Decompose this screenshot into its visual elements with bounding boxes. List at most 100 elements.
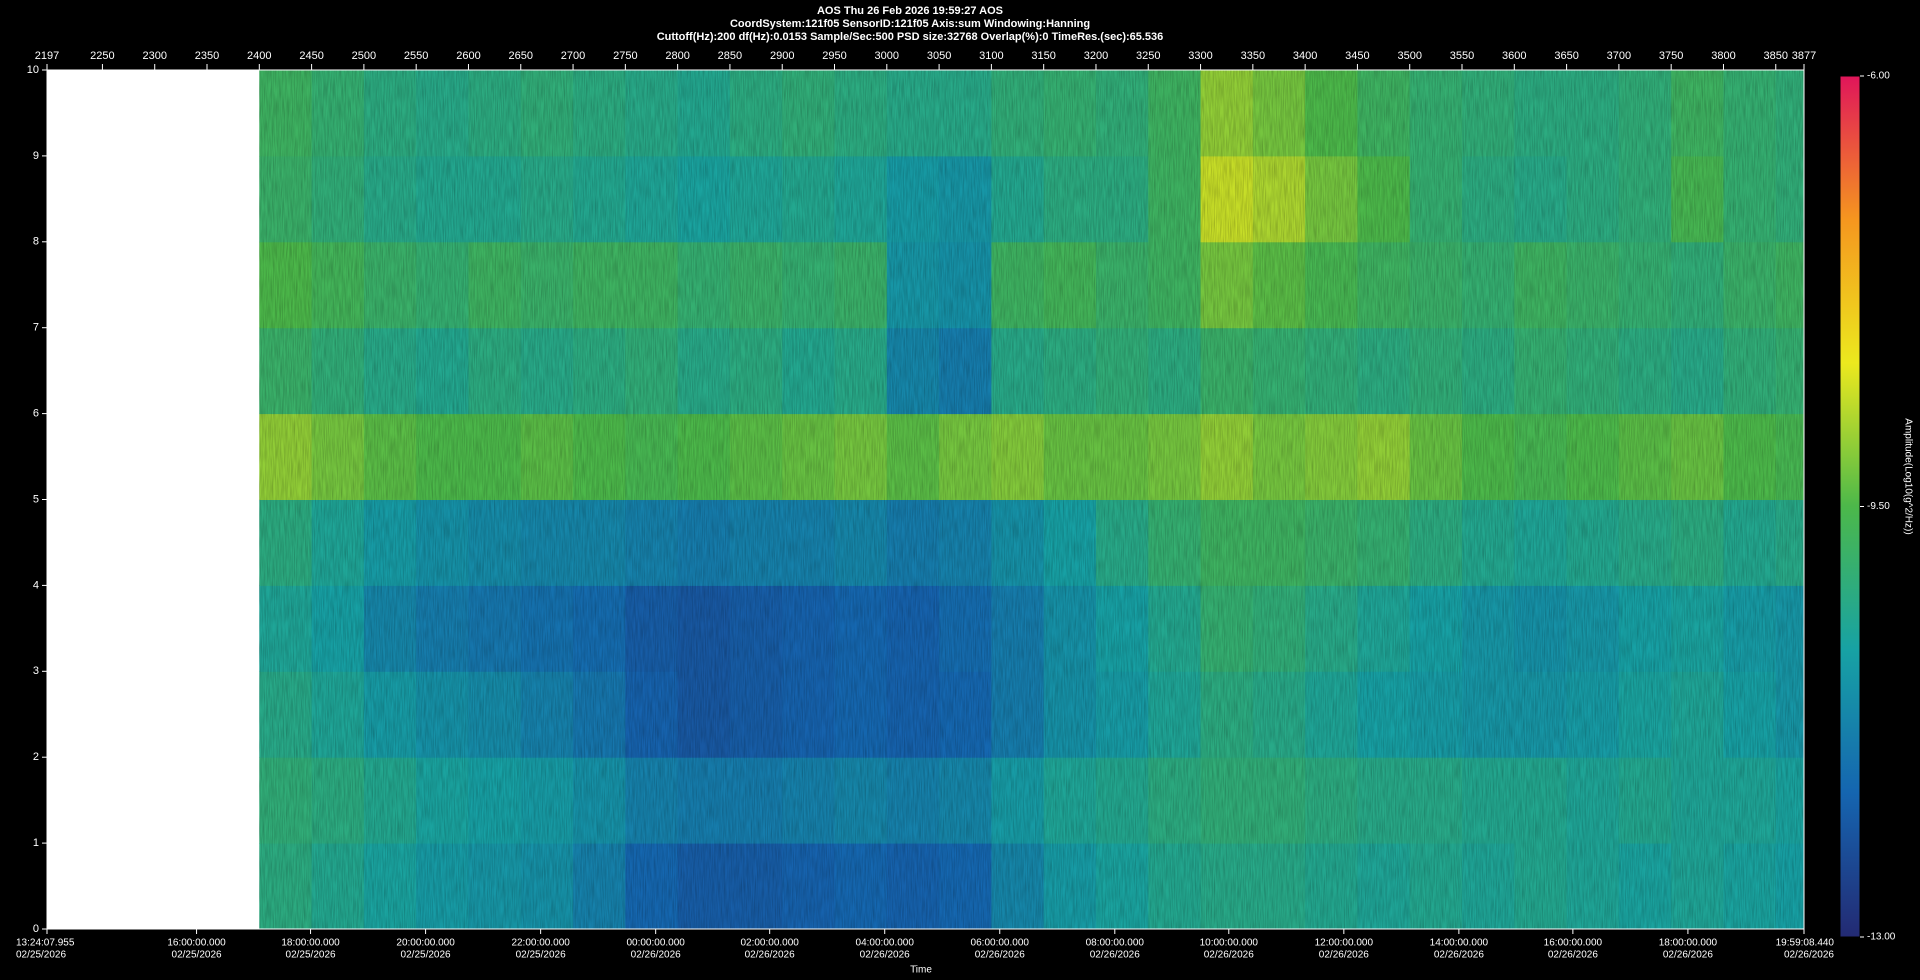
heatmap-cell bbox=[729, 843, 783, 930]
x-tick-label: 3500 bbox=[1397, 50, 1421, 62]
heatmap-cell bbox=[834, 70, 888, 157]
x-tick-label: 3550 bbox=[1450, 50, 1474, 62]
heatmap-cell bbox=[1618, 585, 1672, 672]
heatmap-cell bbox=[1148, 413, 1202, 500]
heatmap-cell bbox=[520, 155, 574, 243]
heatmap-cell bbox=[1671, 70, 1724, 157]
heatmap-cell bbox=[1462, 499, 1515, 586]
heatmap-cell bbox=[625, 499, 679, 586]
heatmap-cell bbox=[677, 155, 731, 243]
heatmap-cell bbox=[468, 241, 522, 329]
heatmap-cell bbox=[1252, 499, 1306, 586]
heatmap-cell bbox=[1252, 671, 1306, 758]
heatmap-cell bbox=[1462, 413, 1515, 500]
heatmap-cell bbox=[1357, 327, 1411, 415]
heatmap-cell bbox=[259, 327, 313, 415]
time-tick-label: 16:00:00.000 bbox=[1544, 938, 1603, 949]
heatmap-cell bbox=[573, 499, 626, 586]
heatmap-cell bbox=[1409, 499, 1463, 586]
heatmap-cell bbox=[1095, 843, 1149, 930]
time-tick-date: 02/26/2026 bbox=[975, 950, 1025, 961]
heatmap-cell bbox=[1671, 413, 1724, 500]
x-tick-label: 3600 bbox=[1502, 50, 1526, 62]
heatmap-cell bbox=[1462, 327, 1515, 415]
heatmap-cell bbox=[729, 585, 783, 672]
heatmap-cell bbox=[991, 155, 1045, 243]
heatmap-cell bbox=[834, 413, 888, 500]
heatmap-cell bbox=[939, 155, 992, 243]
heatmap-cell bbox=[1514, 155, 1568, 243]
heatmap-cell bbox=[834, 671, 888, 758]
heatmap-cell bbox=[782, 155, 836, 243]
heatmap-cell bbox=[416, 241, 469, 329]
heatmap-cell bbox=[1566, 241, 1620, 329]
heatmap-cell bbox=[311, 155, 365, 243]
heatmap-cell bbox=[1671, 671, 1724, 758]
heatmap-cell bbox=[1043, 413, 1097, 500]
heatmap-cell bbox=[1252, 413, 1306, 500]
heatmap-cell bbox=[311, 585, 365, 672]
heatmap-cell bbox=[1723, 327, 1777, 415]
heatmap-cell bbox=[259, 757, 313, 844]
time-tick-label: 22:00:00.000 bbox=[511, 938, 570, 949]
heatmap-cell bbox=[416, 585, 469, 672]
heatmap-cell bbox=[1409, 155, 1463, 243]
time-tick-date: 02/25/2026 bbox=[516, 950, 566, 961]
heatmap-cell bbox=[259, 241, 313, 329]
x-tick-label: 3877 bbox=[1792, 50, 1816, 62]
heatmap-cell bbox=[1409, 843, 1463, 930]
chart-title: AOS Thu 26 Feb 2026 19:59:27 AOS bbox=[817, 5, 1003, 17]
heatmap-cell bbox=[782, 499, 836, 586]
x-tick-label: 2650 bbox=[509, 50, 533, 62]
heatmap-cell bbox=[311, 70, 365, 157]
heatmap-cell bbox=[1043, 585, 1097, 672]
heatmap-cell bbox=[1200, 413, 1254, 500]
time-tick-label: 08:00:00.000 bbox=[1086, 938, 1145, 949]
time-tick-date: 02/26/2026 bbox=[631, 950, 681, 961]
heatmap-cell bbox=[939, 241, 992, 329]
heatmap-cell bbox=[363, 70, 417, 157]
heatmap-cell bbox=[886, 70, 940, 157]
heatmap-cell bbox=[416, 843, 469, 930]
heatmap-cell bbox=[782, 241, 836, 329]
heatmap-cell bbox=[1305, 499, 1358, 586]
heatmap-cell bbox=[311, 499, 365, 586]
heatmap-cell bbox=[625, 757, 679, 844]
heatmap-cell bbox=[1095, 241, 1149, 329]
y-tick-label: 3 bbox=[33, 665, 39, 677]
heatmap-cell bbox=[520, 671, 574, 758]
heatmap-cell bbox=[677, 241, 731, 329]
time-tick-label: 02:00:00.000 bbox=[740, 938, 799, 949]
heatmap-cell bbox=[729, 413, 783, 500]
heatmap-cell bbox=[1618, 671, 1672, 758]
heatmap-cell bbox=[1462, 671, 1515, 758]
heatmap-cell bbox=[363, 843, 417, 930]
heatmap-cell bbox=[677, 70, 731, 157]
heatmap-cell bbox=[939, 413, 992, 500]
heatmap-cell bbox=[1409, 757, 1463, 844]
heatmap-cell bbox=[939, 757, 992, 844]
x-tick-label: 2600 bbox=[456, 50, 480, 62]
y-tick-label: 10 bbox=[27, 64, 39, 76]
heatmap-cell bbox=[886, 241, 940, 329]
colorbar bbox=[1839, 75, 1861, 938]
heatmap-cell bbox=[1671, 585, 1724, 672]
y-tick-label: 0 bbox=[33, 923, 39, 935]
heatmap-cell bbox=[834, 327, 888, 415]
heatmap-cell bbox=[1462, 843, 1515, 930]
heatmap-cell bbox=[782, 413, 836, 500]
heatmap-cell bbox=[1043, 757, 1097, 844]
x-tick-label: 3400 bbox=[1293, 50, 1317, 62]
heatmap-cell bbox=[1095, 585, 1149, 672]
heatmap-cell bbox=[1775, 671, 1805, 758]
time-tick-date: 02/26/2026 bbox=[745, 950, 795, 961]
heatmap-cell bbox=[1305, 757, 1358, 844]
heatmap-cell bbox=[1305, 413, 1358, 500]
heatmap-cell bbox=[1566, 499, 1620, 586]
x-tick-label: 2400 bbox=[247, 50, 271, 62]
heatmap-cell bbox=[1514, 327, 1568, 415]
heatmap-cell bbox=[939, 70, 992, 157]
chart-info: Cuttoff(Hz):200 df(Hz):0.0153 Sample/Sec… bbox=[657, 31, 1164, 43]
heatmap-cell bbox=[1775, 499, 1805, 586]
x-tick-label: 3700 bbox=[1607, 50, 1631, 62]
